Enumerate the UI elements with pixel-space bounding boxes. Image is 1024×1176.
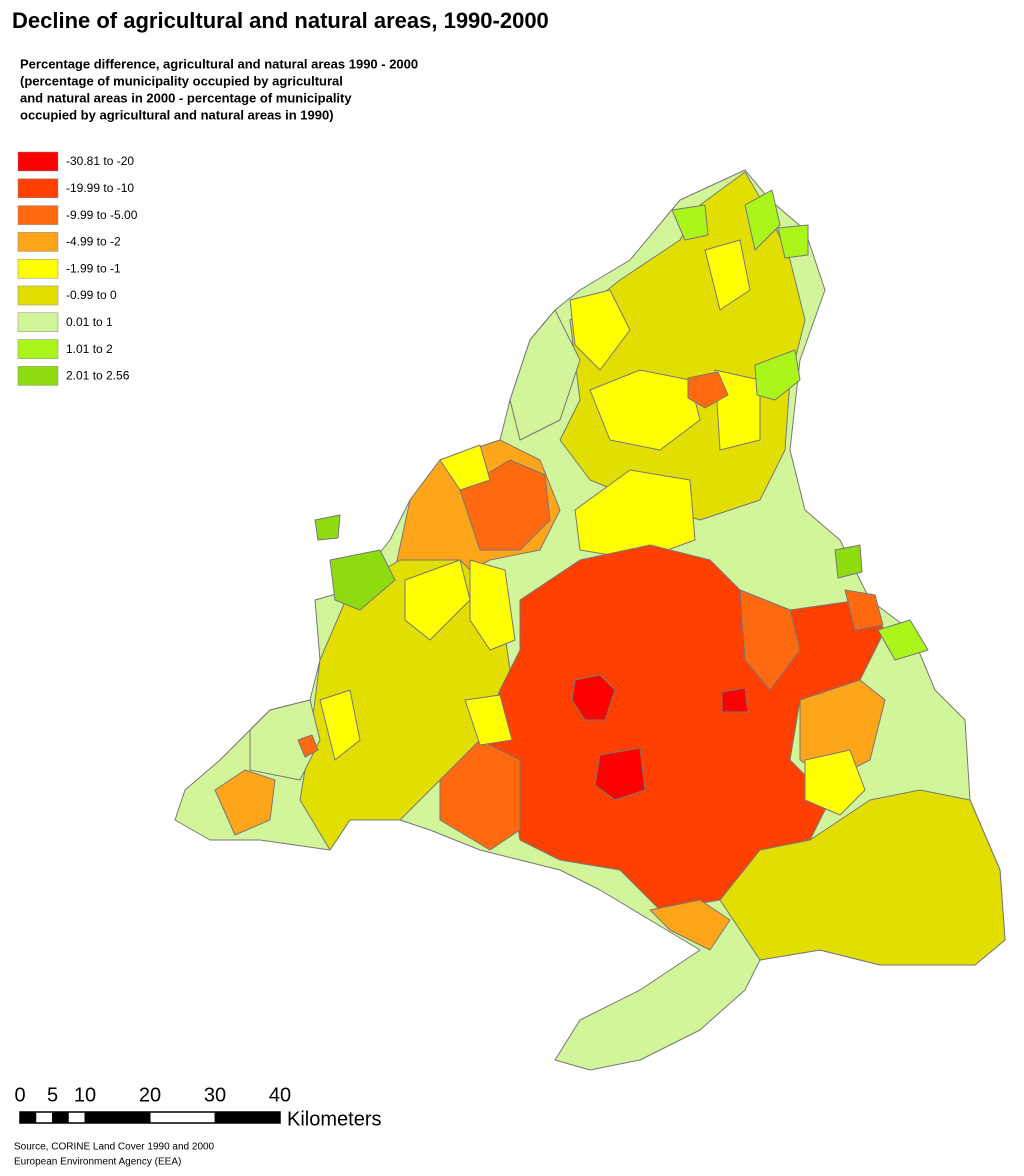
legend-swatch xyxy=(17,258,59,279)
region xyxy=(509,309,581,441)
legend-label: -19.99 to -10 xyxy=(66,181,134,195)
region xyxy=(214,769,276,836)
region xyxy=(754,349,801,401)
legend-swatch xyxy=(17,232,59,252)
scale-tick-label: 10 xyxy=(74,1084,96,1106)
region-map xyxy=(174,169,1006,1071)
region xyxy=(569,289,631,371)
region xyxy=(739,589,801,691)
region xyxy=(834,544,863,579)
source-line: Source, CORINE Land Cover 1990 and 2000 xyxy=(14,1142,215,1153)
region xyxy=(571,674,616,721)
region xyxy=(574,469,696,561)
subtitle-line: occupied by agricultural and natural are… xyxy=(20,107,334,122)
scale-tick-label: 5 xyxy=(47,1084,58,1106)
region xyxy=(777,224,809,259)
region xyxy=(844,589,884,631)
legend-swatch xyxy=(17,285,59,306)
region xyxy=(464,694,513,746)
region xyxy=(404,559,471,641)
region xyxy=(687,371,729,409)
scale-unit: Kilometers xyxy=(287,1108,381,1130)
legend-swatch xyxy=(17,205,59,225)
region xyxy=(249,699,321,781)
region xyxy=(721,687,749,713)
scale-segment xyxy=(85,1112,150,1123)
region xyxy=(799,679,886,781)
region xyxy=(877,619,929,661)
legend-swatch xyxy=(17,366,59,386)
legend-label: 2.01 to 2.56 xyxy=(66,369,130,383)
region xyxy=(704,239,751,311)
legend-label: -0.99 to 0 xyxy=(66,288,117,302)
subtitle-line: Percentage difference, agricultural and … xyxy=(20,56,418,71)
region xyxy=(314,514,341,541)
region xyxy=(671,204,709,241)
scale-tick-label: 40 xyxy=(269,1084,291,1106)
region xyxy=(319,689,361,761)
region xyxy=(329,549,396,611)
subtitle-line: and natural areas in 2000 - percentage o… xyxy=(20,90,352,105)
scale-segment xyxy=(20,1112,37,1123)
scale-tick-label: 0 xyxy=(14,1084,25,1106)
region xyxy=(297,734,319,758)
region xyxy=(594,747,646,801)
legend-label: 1.01 to 2 xyxy=(66,342,113,356)
title: Decline of agricultural and natural area… xyxy=(12,8,549,33)
scale-tick-label: 30 xyxy=(204,1084,226,1106)
source-line: European Environment Agency (EEA) xyxy=(14,1157,181,1168)
region xyxy=(439,444,491,491)
legend-label: -1.99 to -1 xyxy=(66,261,121,275)
region xyxy=(589,369,701,451)
legend-swatch xyxy=(17,339,59,359)
region xyxy=(804,749,866,816)
region xyxy=(744,189,781,251)
legend-swatch xyxy=(17,312,59,333)
region xyxy=(719,789,1006,966)
legend-swatch xyxy=(17,151,59,172)
legend-label: -30.81 to -20 xyxy=(66,154,134,168)
legend-label: -9.99 to -5.00 xyxy=(66,208,138,222)
legend-label: 0.01 to 1 xyxy=(66,315,113,329)
subtitle-line: (percentage of municipality occupied by … xyxy=(20,73,343,88)
region xyxy=(649,899,731,951)
scale-segment xyxy=(52,1112,69,1123)
scale-tick-label: 20 xyxy=(139,1084,161,1106)
region xyxy=(469,559,516,651)
legend-label: -4.99 to -2 xyxy=(66,235,121,249)
scale-segment xyxy=(215,1112,280,1123)
legend-swatch xyxy=(17,178,59,199)
